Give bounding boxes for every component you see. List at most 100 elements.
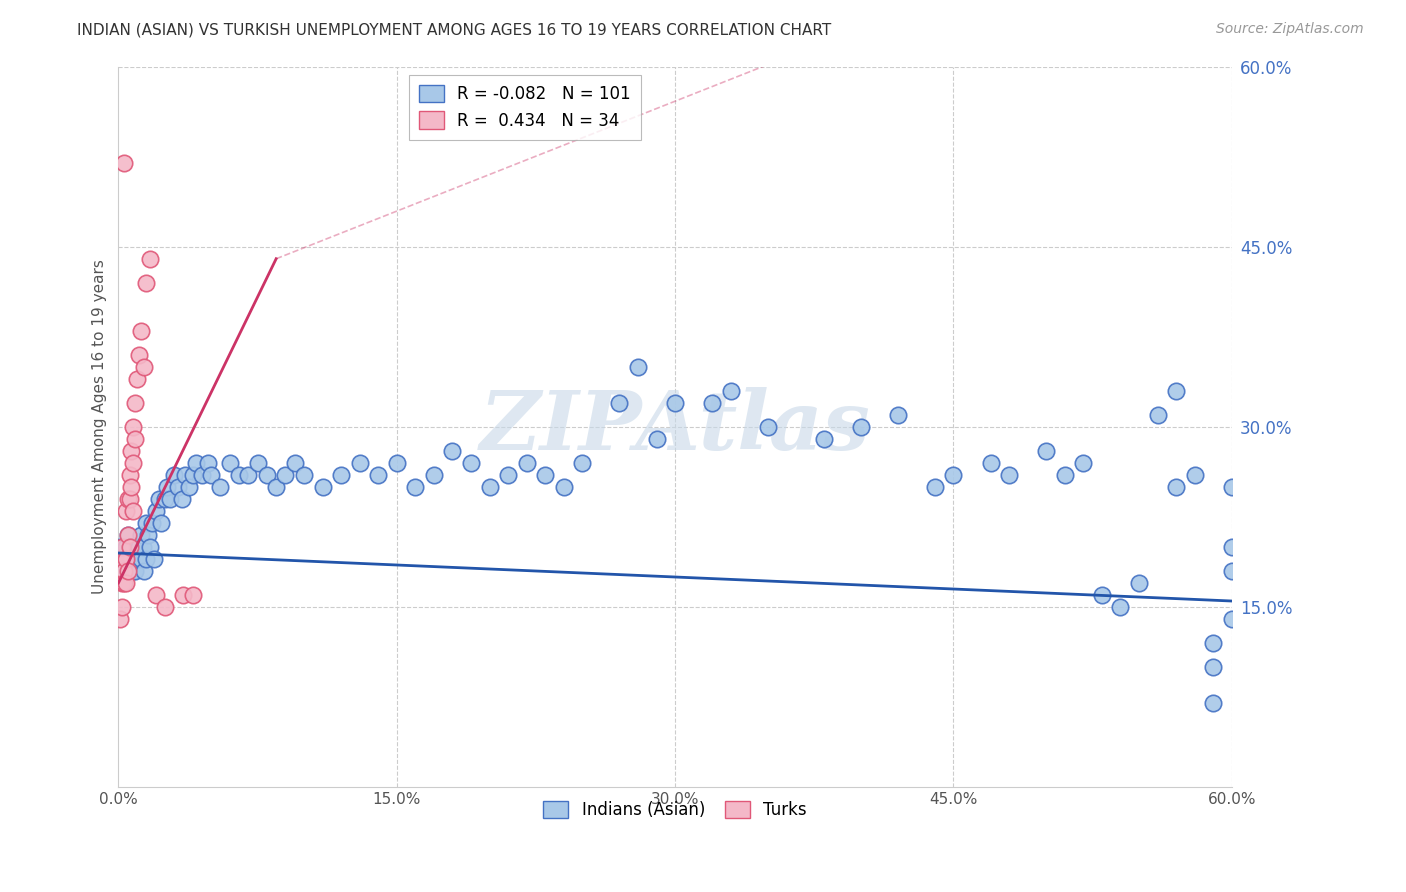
Point (125, 372, 148, 386)
Point (849, 420, 872, 434)
Point (1184, 467, 1206, 482)
Point (118, 491, 141, 506)
Point (129, 324, 152, 338)
Point (118, 552, 141, 566)
Point (1035, 443, 1057, 458)
Point (145, 588, 167, 602)
Point (111, 540, 134, 554)
Point (110, 612, 132, 626)
Point (159, 491, 181, 506)
Text: ZIPAtlas: ZIPAtlas (479, 387, 870, 467)
Point (256, 467, 278, 482)
Point (1109, 600, 1132, 615)
Point (478, 480, 501, 494)
Point (112, 552, 135, 566)
Point (120, 540, 142, 554)
Point (120, 480, 142, 494)
Point (720, 384, 742, 398)
Point (135, 516, 157, 530)
Point (197, 456, 219, 470)
Point (186, 456, 208, 470)
Point (238, 467, 260, 482)
Point (980, 456, 1002, 470)
Point (496, 467, 519, 482)
Point (128, 348, 150, 362)
Point (553, 480, 575, 494)
Point (200, 467, 222, 482)
Point (1220, 540, 1243, 554)
Point (998, 467, 1021, 482)
Point (664, 396, 686, 410)
Point (122, 504, 145, 518)
Point (609, 396, 631, 410)
Point (115, 504, 138, 518)
Point (153, 491, 176, 506)
Point (292, 467, 315, 482)
Point (1164, 480, 1187, 494)
Point (118, 540, 141, 554)
Point (645, 432, 668, 446)
Point (115, 540, 138, 554)
Point (120, 443, 142, 458)
Point (441, 443, 464, 458)
Point (311, 480, 333, 494)
Point (172, 588, 194, 602)
Point (177, 480, 200, 494)
Point (460, 456, 482, 470)
Point (122, 420, 145, 434)
Point (145, 504, 167, 518)
Point (117, 564, 139, 578)
Point (702, 396, 724, 410)
Point (404, 480, 426, 494)
Point (112, 576, 135, 591)
Point (181, 588, 204, 602)
Point (112, 564, 135, 578)
Point (124, 564, 146, 578)
Point (117, 528, 139, 542)
Point (111, 540, 134, 554)
Point (124, 432, 146, 446)
Point (141, 516, 163, 530)
Point (135, 552, 157, 566)
Point (129, 528, 152, 542)
Point (209, 480, 232, 494)
Point (571, 456, 593, 470)
Point (153, 600, 176, 615)
Point (1202, 696, 1225, 710)
Point (117, 564, 139, 578)
Point (1220, 612, 1243, 626)
Point (112, 155, 135, 169)
Point (125, 552, 148, 566)
Point (136, 528, 159, 542)
Point (122, 564, 145, 578)
Point (887, 408, 910, 422)
Point (142, 552, 165, 566)
Point (924, 480, 946, 494)
Legend: Indians (Asian), Turks: Indians (Asian), Turks (537, 794, 814, 826)
Point (122, 456, 145, 470)
Point (1220, 564, 1243, 578)
Point (181, 467, 204, 482)
Point (284, 456, 307, 470)
Point (627, 359, 650, 374)
Point (1202, 636, 1225, 650)
Point (423, 467, 446, 482)
Point (170, 491, 193, 506)
Point (134, 359, 156, 374)
Point (516, 456, 538, 470)
Point (1146, 408, 1168, 422)
Point (330, 467, 353, 482)
Point (115, 552, 138, 566)
Point (118, 540, 141, 554)
Point (120, 552, 142, 566)
Point (129, 552, 152, 566)
Point (111, 600, 134, 615)
Point (1202, 660, 1225, 674)
Point (1091, 588, 1114, 602)
Point (1128, 576, 1150, 591)
Point (174, 467, 197, 482)
Text: Source: ZipAtlas.com: Source: ZipAtlas.com (1216, 22, 1364, 37)
Point (218, 456, 240, 470)
Point (166, 480, 188, 494)
Point (150, 516, 173, 530)
